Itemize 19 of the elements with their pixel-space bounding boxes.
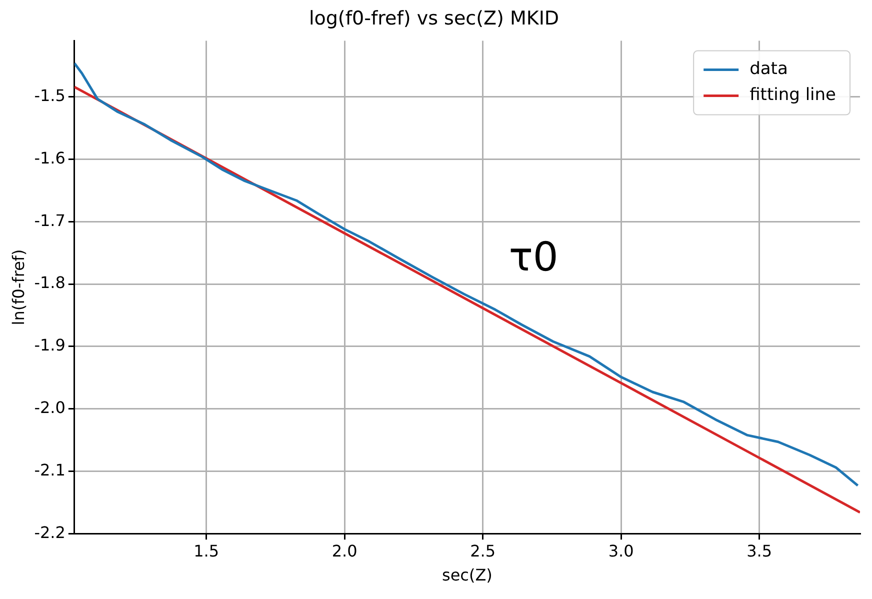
y-axis-title: ln(f0-fref) bbox=[8, 249, 28, 326]
y-tick-label: -1.8 bbox=[34, 273, 66, 292]
x-tick-label: 3.0 bbox=[608, 541, 634, 560]
y-tick-label: -2.2 bbox=[34, 522, 66, 542]
legend-label: fitting line bbox=[750, 85, 836, 106]
chart-title: log(f0-fref) vs sec(Z) MKID bbox=[308, 7, 560, 30]
y-tick-label: -1.5 bbox=[34, 86, 66, 106]
x-tick-label: 3.5 bbox=[746, 541, 772, 560]
annotation: τ0 bbox=[508, 234, 558, 280]
y-tick-label: -1.9 bbox=[34, 336, 66, 355]
x-tick-label: 1.5 bbox=[194, 541, 220, 560]
legend-label: data bbox=[750, 59, 788, 80]
y-tick-label: -2.0 bbox=[34, 398, 66, 417]
x-tick-label: 2.0 bbox=[332, 541, 358, 560]
y-tick-label: -1.6 bbox=[34, 148, 66, 168]
y-tick-label: -2.1 bbox=[34, 460, 66, 480]
x-tick-label: 2.5 bbox=[470, 541, 496, 560]
y-tick-label: -1.7 bbox=[34, 210, 66, 230]
x-axis-title: sec(Z) bbox=[442, 566, 492, 585]
